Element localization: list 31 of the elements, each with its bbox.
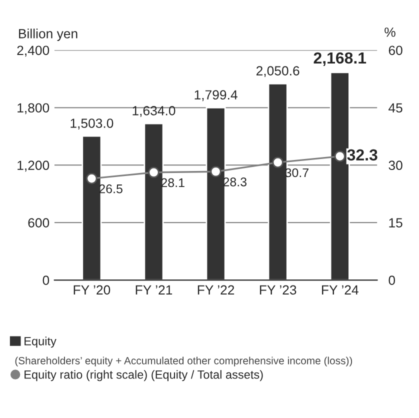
point (86, 172, 98, 184)
x-tick-label: FY ’20 (74, 285, 110, 295)
point (272, 156, 284, 168)
y-tick-label: 600 (28, 218, 50, 228)
data-label: 1,634.0 (132, 106, 176, 117)
data-label: 2,168.1 (314, 52, 366, 66)
point (334, 150, 346, 162)
x-tick-label: FY ’23 (260, 285, 296, 295)
y-tick-label: 1,200 (18, 160, 50, 172)
data-label: 1,799.4 (194, 90, 238, 102)
y2-tick-label: 45 (388, 103, 402, 113)
y2-tick-label: 30 (388, 160, 402, 170)
point (148, 166, 160, 178)
y2-tick-label: 60 (388, 46, 402, 56)
y-axis-title: Billion yen (19, 28, 78, 41)
x-tick-label: FY ’22 (198, 285, 234, 294)
x-tick-label: FY ’24 (322, 285, 358, 294)
legend-label: Equity (24, 336, 56, 348)
data-label: 32.3 (347, 149, 378, 161)
data-label: 1,503.0 (70, 118, 114, 130)
legend-label: Equity ratio (right scale) (Equity / Total assets) (24, 370, 263, 382)
y-tick-label: 2,400 (17, 46, 50, 57)
x-tick-label: FY ’21 (136, 285, 172, 294)
point (210, 166, 222, 178)
y2-tick-label: 0 (388, 276, 396, 285)
y-tick-label: 1,800 (18, 103, 50, 114)
y2-axis-title: % (384, 28, 396, 37)
data-label: 2,050.6 (256, 66, 300, 78)
y-tick-label: 0 (42, 276, 50, 285)
y2-tick-label: 15 (389, 218, 402, 228)
text: (Shareholders’ equity + Accumulated other comprehensive income (loss)) (15, 356, 352, 366)
